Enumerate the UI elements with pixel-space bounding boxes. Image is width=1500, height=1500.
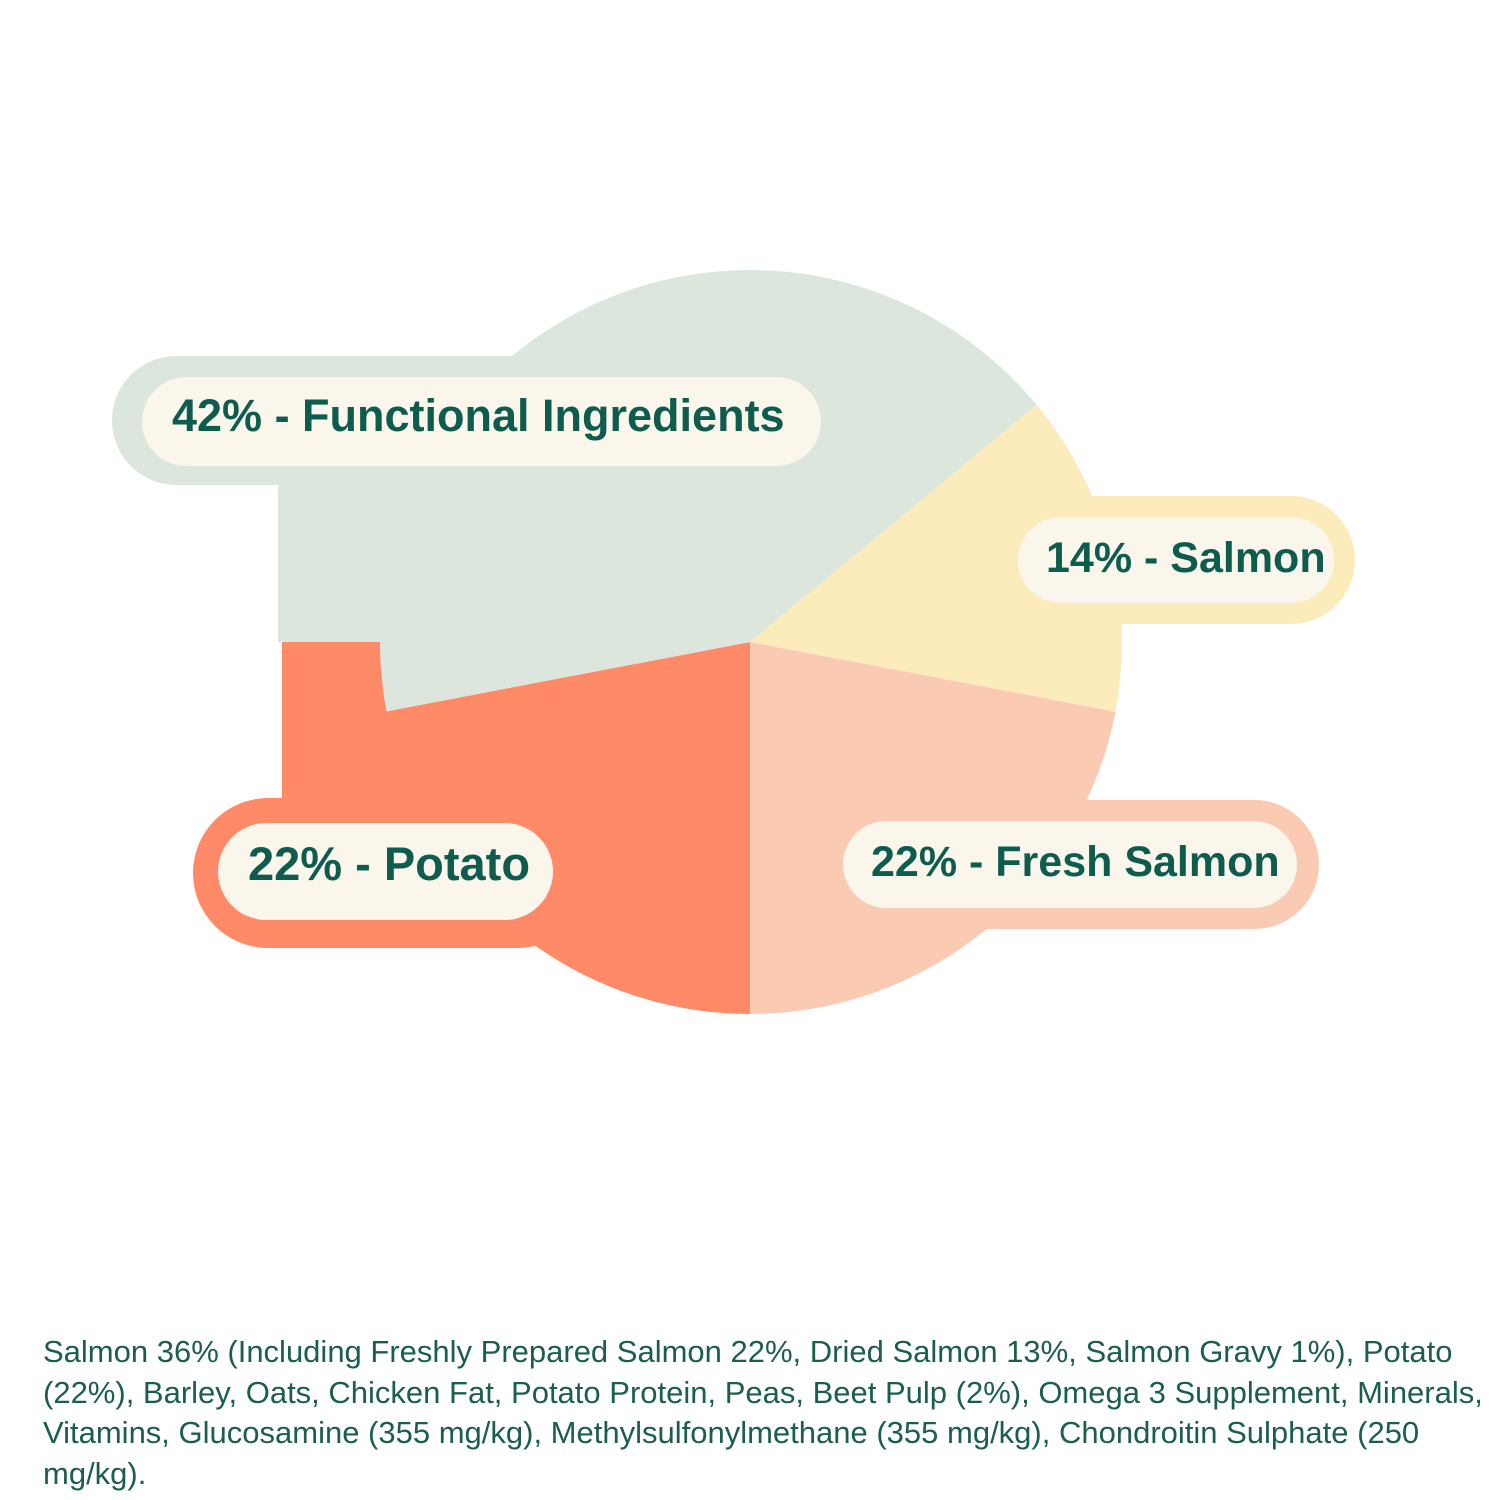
svg-text:42% - Functional Ingredients: 42% - Functional Ingredients <box>172 390 785 441</box>
svg-text:22% - Potato: 22% - Potato <box>248 837 530 890</box>
svg-text:22% - Fresh Salmon: 22% - Fresh Salmon <box>871 838 1280 886</box>
svg-text:14% - Salmon: 14% - Salmon <box>1046 534 1326 582</box>
